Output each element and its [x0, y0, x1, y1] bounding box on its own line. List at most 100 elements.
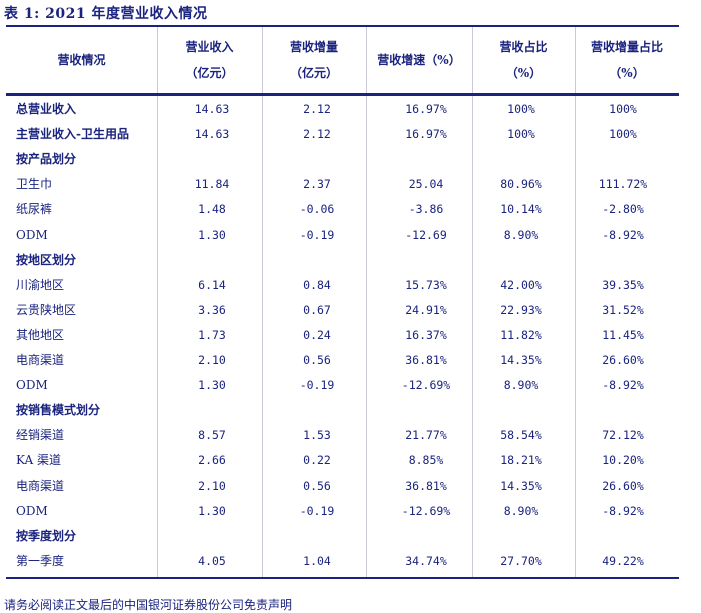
header-category: 营收情况 — [6, 27, 157, 93]
row-label: ODM — [16, 503, 48, 518]
row-value: 14.63 — [194, 102, 230, 116]
table-row: 主营业收入-卫生用品 14.63 2.12 16.97% 100% 100% — [6, 122, 679, 147]
row-value — [156, 147, 268, 172]
table-row: 按销售模式划分 — [6, 398, 679, 423]
row-value: 2.10 — [198, 353, 226, 367]
column-divider — [262, 27, 263, 577]
row-label: 电商渠道 — [16, 353, 65, 367]
table-row: 经销渠道 8.57 1.53 21.77% 58.54% 72.12% — [6, 423, 679, 448]
row-label: 按产品划分 — [16, 152, 77, 167]
header-category-label: 营收情况 — [57, 53, 106, 67]
row-value: 42.00% — [500, 277, 542, 292]
row-value: 24.91% — [405, 302, 447, 317]
row-value: -3.86 — [408, 202, 444, 217]
row-value: 16.37% — [405, 327, 447, 342]
row-value — [463, 248, 579, 273]
row-label: 按销售模式划分 — [16, 403, 101, 418]
row-value: 8.90% — [503, 227, 539, 242]
row-value: -12.69% — [401, 503, 451, 518]
row-value: -0.19 — [299, 227, 335, 242]
table-header-rule — [6, 93, 679, 96]
row-value: 72.12% — [602, 428, 644, 443]
table-row: 卫生巾 11.84 2.37 25.04 80.96% 111.72% — [6, 172, 679, 197]
row-value — [463, 147, 579, 172]
table-row: 按产品划分 — [6, 147, 679, 172]
row-value: 6.14 — [198, 277, 226, 292]
row-value: 0.56 — [303, 478, 331, 493]
row-value: 2.66 — [198, 453, 226, 468]
row-value: 111.72% — [598, 177, 648, 192]
row-value: -12.69 — [405, 227, 447, 242]
header-share-unit: （%） — [505, 66, 542, 80]
row-label: 第一季度 — [16, 553, 65, 568]
table-row: 按地区划分 — [6, 248, 679, 273]
disclaimer-footer: 请务必阅读正文最后的中国银河证券股份公司免责声明 — [4, 598, 293, 612]
row-value: 10.14% — [500, 202, 542, 217]
row-label: 按地区划分 — [16, 252, 77, 267]
header-increment-unit: （亿元） — [289, 66, 338, 80]
header-share: 营收占比 （%） — [472, 27, 575, 93]
table-row: 电商渠道 2.10 0.56 36.81% 14.35% 26.60% — [6, 474, 679, 499]
row-value: 1.30 — [198, 227, 226, 242]
row-value: 14.35% — [500, 478, 542, 493]
row-value — [261, 248, 373, 273]
row-value: 100% — [507, 127, 535, 142]
header-increment-share: 营收增量占比 （%） — [575, 27, 679, 93]
row-value: -0.19 — [299, 503, 335, 518]
row-value: 25.04 — [408, 177, 444, 192]
column-divider — [366, 27, 367, 577]
row-value: 18.21% — [500, 453, 542, 468]
row-value: 14.35% — [500, 353, 542, 367]
table-row: 川渝地区 6.14 0.84 15.73% 42.00% 39.35% — [6, 273, 679, 298]
row-value: -12.69% — [401, 378, 451, 393]
row-value: -2.80% — [602, 202, 644, 217]
row-value: 8.85% — [408, 453, 444, 468]
table-title: 表 1: 2021 年度营业收入情况 — [4, 6, 208, 22]
row-label: 其他地区 — [16, 327, 65, 342]
row-value: 1.04 — [303, 553, 331, 568]
row-label: 纸尿裤 — [16, 202, 53, 217]
column-divider — [157, 27, 158, 577]
row-value: 8.57 — [198, 428, 226, 443]
row-value: 58.54% — [500, 428, 542, 443]
header-increment-share-unit: （%） — [609, 66, 645, 80]
row-value: 8.90% — [503, 378, 539, 393]
row-value — [463, 398, 579, 423]
row-value — [261, 147, 373, 172]
row-label: 云贵陕地区 — [16, 302, 77, 317]
row-value: 1.30 — [198, 378, 226, 393]
row-value: 10.20% — [602, 453, 644, 468]
row-value: 1.73 — [198, 327, 226, 342]
row-value: 2.12 — [303, 127, 331, 142]
row-label: 总营业收入 — [16, 102, 77, 116]
row-value: 26.60% — [602, 478, 644, 493]
row-value: -8.92% — [602, 227, 644, 242]
row-value: -0.19 — [299, 378, 335, 393]
row-value: 2.37 — [303, 177, 331, 192]
header-revenue-unit: （亿元） — [185, 66, 234, 80]
row-value: 36.81% — [405, 478, 447, 493]
row-value: 21.77% — [405, 428, 447, 443]
header-revenue-label: 营业收入 — [185, 40, 234, 54]
table-row: 第一季度 4.05 1.04 34.74% 27.70% 49.22% — [6, 549, 679, 574]
row-value: 14.63 — [194, 127, 230, 142]
row-value: 100% — [507, 102, 535, 116]
row-value: 16.97% — [405, 127, 447, 142]
row-value — [261, 398, 373, 423]
table-row: 按季度划分 — [6, 524, 679, 549]
row-value: 2.12 — [303, 102, 331, 116]
row-value: 1.53 — [303, 428, 331, 443]
row-value — [261, 524, 373, 549]
table-row: 纸尿裤 1.48 -0.06 -3.86 10.14% -2.80% — [6, 197, 679, 222]
table-top-rule — [6, 25, 679, 27]
table-row: 云贵陕地区 3.36 0.67 24.91% 22.93% 31.52% — [6, 298, 679, 323]
row-value: 100% — [609, 127, 637, 142]
row-label: 经销渠道 — [16, 428, 65, 443]
row-value — [567, 248, 679, 273]
row-value — [567, 398, 679, 423]
header-share-label: 营收占比 — [499, 40, 548, 54]
row-label: ODM — [16, 227, 48, 242]
row-label: 主营业收入-卫生用品 — [16, 127, 129, 142]
row-value — [567, 524, 679, 549]
row-value: -8.92% — [602, 503, 644, 518]
